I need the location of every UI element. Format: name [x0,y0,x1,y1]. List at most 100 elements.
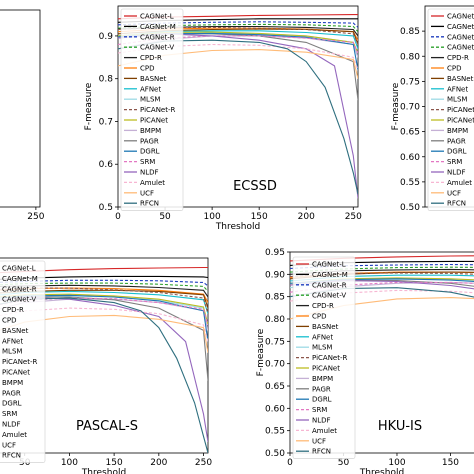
legend-entry-rfcn: RFCN [447,200,466,208]
legend-entry-pagr: PAGR [140,137,159,145]
panel-left-partial: 250 [0,9,45,222]
legend-entry-dgrl: DGRL [447,148,467,156]
legend-entry-cagnet-v: CAGNet-V [2,296,36,304]
y-axis-title: F-measure [391,82,401,130]
y-tick-label: 0.65 [400,128,420,138]
legend-entry-nldf: NLDF [447,169,466,177]
legend-entry-cpd: CPD [140,65,155,73]
legend-entry-ucf: UCF [140,189,154,197]
legend-entry-cagnet-l: CAGNet-L [312,261,346,269]
legend: CAGNet-L CAGNet-M CAGNet-R CAGNet-V CPD-R CPD… [292,256,356,459]
y-tick-label: 0.55 [265,427,285,437]
legend-entry-basnet: BASNet [447,75,474,83]
legend-entry-dgrl: DGRL [140,148,160,156]
legend-entry-basnet: BASNet [312,323,339,331]
legend-entry-ucf: UCF [447,189,461,197]
legend-entry-cagnet-m: CAGNet-M [312,271,348,279]
plot-frame [117,5,359,208]
legend-entry-afnet: AFNet [447,85,468,93]
y-tick-label: 0.95 [265,248,285,258]
legend-entry-nldf: NLDF [312,417,331,425]
legend-entry-cagnet-m: CAGNet-M [140,23,176,31]
panel-pascal-s: 50 100 150 200 250ThresholdPASCAL-SCAGNet-LC… [0,257,212,474]
legend-entry-bmpm: BMPM [140,127,161,135]
y-axis-title: F-measure [84,82,94,130]
legend-entry-pagr: PAGR [2,389,21,397]
legend-entry-cpd-r: CPD-R [312,302,334,310]
legend-entry-mlsm: MLSM [2,348,22,356]
legend-entry-cagnet-r: CAGNet-R [312,281,347,289]
panel-ecssd: 0 50 100 150 200 250 0.5 0.6 0.7 0.8 0.9 Threshold F… [84,5,362,232]
legend-entry-picanet: PiCANet [140,117,168,125]
y-tick-label: 0.75 [265,337,285,347]
legend-entry-cpd-r: CPD-R [2,306,24,314]
x-axis-title: Threshold [215,222,260,232]
x-tick-label: 250 [195,458,212,468]
y-tick-label: 0.70 [265,360,285,370]
legend-entry-picanet: PiCANet [2,369,30,377]
x-tick-label: 0 [287,458,293,468]
y-tick-label: 0.85 [400,27,420,37]
legend-entry-rfcn: RFCN [140,200,159,208]
legend: CAGNet-L CAGNet-M CAGNet-R CAGNet-V CPD-R CPD… [120,8,184,211]
y-tick-label: 0.6 [99,160,114,170]
x-tick-label: 250 [27,212,44,222]
legend-entry-srm: SRM [447,158,462,166]
legend-entry-cagnet-l: CAGNet-L [447,13,474,21]
x-tick-label: 250 [345,212,362,222]
legend-entry-srm: SRM [140,158,155,166]
legend-entry-ucf: UCF [2,441,16,449]
x-tick-label: 200 [150,458,167,468]
legend-entry-srm: SRM [2,410,17,418]
panel-hku-is: 0 50 100 150 0.50 0.55 0.60 0.65 0.70 0.75 0.80 0.8… [256,248,474,474]
legend-box [120,8,184,211]
series-line-rfcn [118,39,358,195]
legend-entry-cagnet-r: CAGNet-R [447,33,474,41]
legend-entry-rfcn: RFCN [312,448,331,456]
legend-entry-picanet: PiCANet [447,117,474,125]
legend-entry-amulet: Amulet [312,427,337,435]
y-tick-label: 0.80 [265,315,285,325]
panel-right-partial: 0.50 0.55 0.60 0.65 0.70 0.75 0.80 0.85 F-measur… [391,5,474,213]
plot-frame [289,251,474,454]
panel-title: PASCAL-S [76,419,138,434]
y-tick-label: 0.60 [265,404,285,414]
legend-entry-nldf: NLDF [140,169,159,177]
legend-entry-cagnet-m: CAGNet-M [447,23,474,31]
legend-entry-amulet: Amulet [447,179,472,187]
y-tick-label: 0.8 [99,75,114,85]
legend-box [0,260,46,463]
x-tick-label: 50 [338,458,350,468]
y-tick-label: 0.90 [265,270,285,280]
legend-entry-srm: SRM [312,406,327,414]
y-tick-label: 0.65 [265,382,285,392]
legend-entry-dgrl: DGRL [2,400,22,408]
legend-entry-cagnet-m: CAGNet-M [2,275,38,283]
y-tick-label: 0.60 [400,153,420,163]
x-tick-label: 150 [251,212,268,222]
x-tick-label: 150 [106,458,123,468]
legend-entry-nldf: NLDF [2,421,21,429]
y-tick-label: 0.75 [400,77,420,87]
y-tick-label: 0.9 [99,32,114,42]
legend-entry-pagr: PAGR [447,137,466,145]
legend-entry-picanet: PiCANet [312,365,340,373]
x-axis-title: Threshold [359,468,404,474]
y-tick-label: 0.85 [265,293,285,303]
x-tick-label: 50 [159,212,171,222]
legend-box [427,8,474,211]
legend-entry-pagr: PAGR [312,385,331,393]
legend-box [292,256,356,459]
panel-title: HKU-IS [378,419,422,434]
legend-entry-cpd: CPD [312,313,327,321]
y-tick-label: 0.70 [400,103,420,113]
legend-entry-afnet: AFNet [140,85,161,93]
legend-entry-cagnet-v: CAGNet-V [140,44,174,52]
legend-entry-picanet-r: PiCANet-R [140,106,176,114]
y-tick-label: 0.50 [265,449,285,459]
legend-entry-afnet: AFNet [2,337,23,345]
legend-entry-bmpm: BMPM [447,127,468,135]
y-tick-label: 0.5 [99,203,113,213]
